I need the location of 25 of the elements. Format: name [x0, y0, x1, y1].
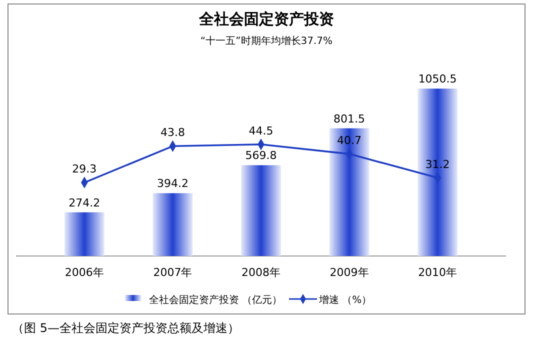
data-label: 394.2	[156, 177, 188, 190]
bar	[329, 128, 370, 256]
data-label: 801.5	[334, 112, 366, 126]
bar	[418, 88, 458, 256]
data-label: 31.2	[425, 158, 450, 171]
bar	[241, 165, 281, 256]
legend-label: 全社会固定资产投资 （亿元）	[149, 294, 282, 306]
text: （图 5—全社会固定资产投资总额及增速）	[12, 321, 240, 335]
data-label: 1050.5	[418, 72, 457, 86]
data-label: 40.7	[337, 134, 362, 147]
x-tick-label: 2010年	[418, 266, 458, 279]
data-label: 43.8	[160, 126, 185, 140]
chart-subtitle: “十一五”时期年均增长37.7%	[200, 35, 333, 47]
bar	[152, 193, 193, 256]
data-label: 569.8	[245, 149, 277, 162]
x-tick-label: 2008年	[242, 266, 280, 279]
bar	[64, 212, 104, 256]
x-tick-label: 2009年	[330, 266, 369, 279]
x-tick-label: 2007年	[153, 266, 192, 279]
data-label: 44.5	[248, 124, 274, 138]
x-tick-label: 2006年	[64, 266, 104, 279]
chart-title: 全社会固定资产投资	[198, 10, 334, 28]
data-label: 29.3	[72, 162, 97, 176]
legend-label: 增速 （%）	[318, 294, 372, 306]
data-label: 274.2	[68, 196, 100, 210]
